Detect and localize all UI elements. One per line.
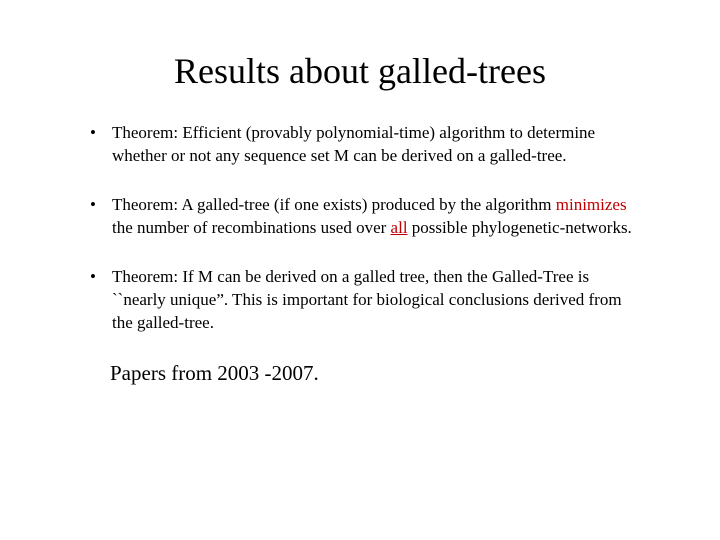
bullet-text-suffix: possible phylogenetic-networks. [408, 218, 632, 237]
footer-note: Papers from 2003 -2007. [110, 361, 670, 386]
bullet-list: Theorem: Efficient (provably polynomial-… [50, 122, 670, 335]
bullet-text-prefix: Theorem: If M can be derived on a galled… [112, 267, 622, 332]
bullet-item: Theorem: If M can be derived on a galled… [90, 266, 640, 335]
bullet-text-prefix: Theorem: Efficient (provably polynomial-… [112, 123, 595, 165]
slide-title: Results about galled-trees [50, 50, 670, 92]
bullet-item: Theorem: Efficient (provably polynomial-… [90, 122, 640, 168]
bullet-emph: minimizes [556, 195, 627, 214]
bullet-item: Theorem: A galled-tree (if one exists) p… [90, 194, 640, 240]
slide: Results about galled-trees Theorem: Effi… [0, 0, 720, 540]
bullet-text-prefix: Theorem: A galled-tree (if one exists) p… [112, 195, 556, 214]
bullet-text-mid: the number of recombinations used over [112, 218, 391, 237]
bullet-emph: all [391, 218, 408, 237]
